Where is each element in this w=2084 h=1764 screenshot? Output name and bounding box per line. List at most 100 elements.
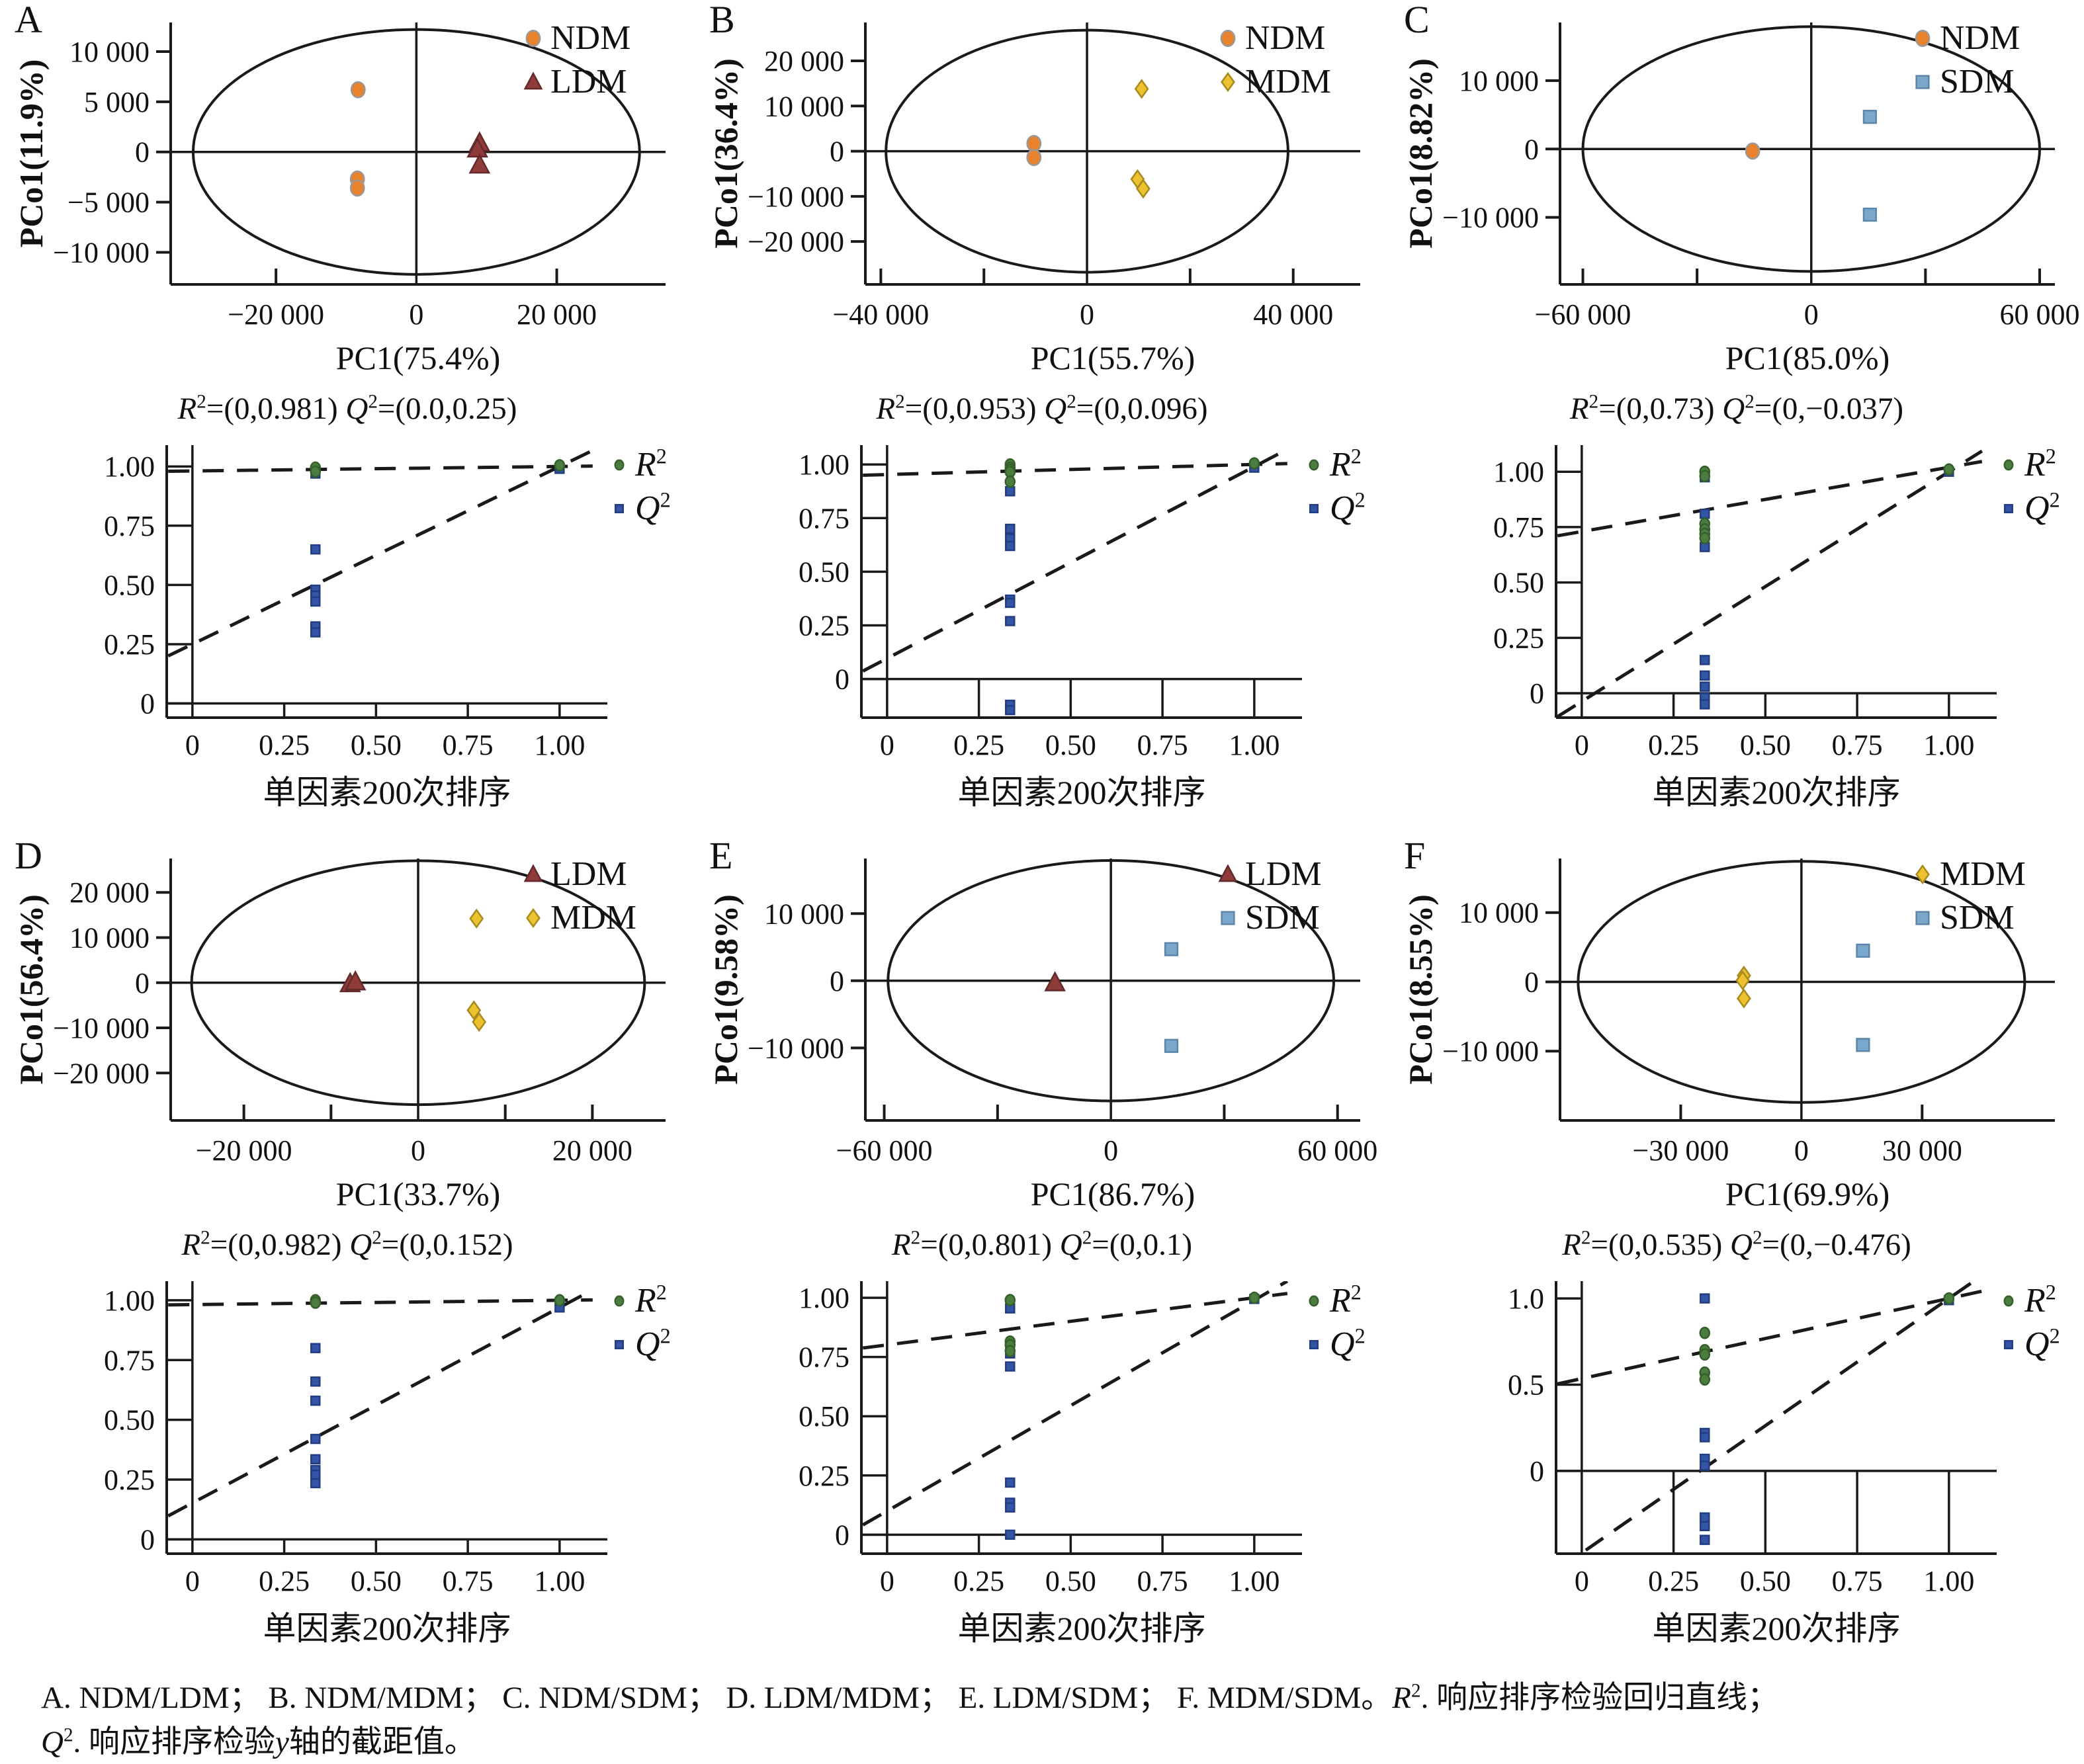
q2-points <box>1700 1293 1954 1545</box>
y-tick-label: 0.75 <box>799 502 849 534</box>
pcoa-wrap: 10 000 5 000 0 −5 000 −10 000 −20 000 0 20 000 P… <box>0 0 695 391</box>
y-tick-label: 10 000 <box>764 90 844 122</box>
legend-label: Q2 <box>2024 487 2060 527</box>
x-tick-label: 0.50 <box>1740 729 1791 761</box>
perm-plot-A: 1.00 0.75 0.50 0.25 00 0.25 0.50 0.75 1.00 单因素200… <box>104 445 607 811</box>
q2-points <box>310 1302 565 1489</box>
x-tick-label: −60 000 <box>836 1134 933 1167</box>
pcoa-plot-B: 20 000 10 000 0 −10 000 −20 000 −40 000 0 40 00… <box>707 22 1360 376</box>
perm-legend: R2 Q2 <box>1998 442 2060 530</box>
legend-label: Q2 <box>1330 487 1366 527</box>
x-tick-label: 0 <box>1575 729 1589 761</box>
q2-regression-line <box>1577 1281 1977 1554</box>
diamond-marker-icon <box>526 907 541 929</box>
perm-wrap: 1.00 0.75 0.50 0.25 0 0 0.25 0.50 0.75 1.00 单因素200… <box>1389 429 2084 836</box>
legend-label: SDM <box>1940 898 2015 937</box>
x-tick-label: −60 000 <box>1535 298 1631 331</box>
series-SDM <box>1862 110 1877 222</box>
legend-item-R2: R2 <box>609 1279 671 1322</box>
x-tick-label: 0 <box>880 729 894 761</box>
y-tick-label: −10 000 <box>748 181 844 213</box>
legend-item-Q2: Q2 <box>1998 1322 2060 1366</box>
pcoa-legend: NDM MDM <box>1216 16 1331 103</box>
y-tick-label: 0.50 <box>1493 567 1544 599</box>
x-axis-label: PC1(33.7%) <box>336 1175 501 1212</box>
y-tick-label: 0.25 <box>104 1464 155 1496</box>
legend-label: MDM <box>1245 62 1332 101</box>
triangle-marker-icon <box>523 71 543 90</box>
x-tick-label: 0 <box>409 298 423 331</box>
x-tick-label: 60 000 <box>1999 298 2079 331</box>
x-tick-label: 0.25 <box>259 1565 310 1597</box>
legend-label: R2 <box>1330 444 1362 483</box>
figure-caption: A. NDM/LDM； B. NDM/MDM； C. NDM/SDM； D. L… <box>0 1672 2084 1764</box>
y-tick-label: 1.00 <box>104 1284 155 1317</box>
perm-legend: R2 Q2 <box>609 442 671 530</box>
y-tick-label: −10 000 <box>53 1012 150 1044</box>
legend-item-LDM: LDM <box>521 852 636 896</box>
series-LDM <box>1044 971 1066 991</box>
r2-regression-line <box>863 462 1287 477</box>
q2-points <box>310 464 565 638</box>
x-tick-label: −40 000 <box>832 298 929 331</box>
x-tick-label: 0.50 <box>351 1565 402 1597</box>
legend-label: NDM <box>550 19 631 57</box>
y-tick-label: 0.25 <box>799 1460 849 1492</box>
y-tick-label: 0.25 <box>799 610 849 642</box>
legend-item-R2: R2 <box>1998 442 2060 486</box>
panel-D: D 20 000 10 000 0 −10 000 −20 000 −20 000 0 20 0… <box>0 836 695 1672</box>
y-tick-label: 0.5 <box>1508 1368 1544 1401</box>
legend-item-R2: R2 <box>609 442 671 486</box>
y-tick-label: 0 <box>1524 133 1539 165</box>
y-tick-label: 1.0 <box>1508 1282 1544 1315</box>
y-tick-label: 0 <box>135 136 150 169</box>
series-MDM <box>1130 79 1151 199</box>
y-tick-label: 10 000 <box>1459 65 1539 97</box>
y-tick-label: 0 <box>140 1523 155 1556</box>
y-tick-label: 0.75 <box>799 1341 849 1374</box>
x-tick-label: 0 <box>411 1134 425 1167</box>
y-tick-label: 0 <box>135 967 150 999</box>
pcoa-wrap: 10 000 0 −10 000 −60 000 0 60 000 PC1(86.7%) PC… <box>695 836 1389 1227</box>
x-tick-label: 30 000 <box>1882 1134 1962 1167</box>
y-tick-label: 0 <box>830 965 844 997</box>
x-tick-label: 0.75 <box>1832 729 1883 761</box>
square-marker-icon <box>1915 911 1930 925</box>
legend-label: Q2 <box>635 487 671 527</box>
y-axis-label: PCo1(11.9%) <box>13 60 50 248</box>
perm-plot-E: 1.00 0.75 0.50 0.25 00 0.25 0.50 0.75 1.00 单因素200… <box>799 1281 1302 1647</box>
legend-item-SDM: SDM <box>1911 60 2020 103</box>
legend-item-Q2: Q2 <box>609 486 671 530</box>
square-marker-icon <box>1309 503 1319 514</box>
legend-item-NDM: NDM <box>1216 16 1331 60</box>
q2-points <box>1005 462 1260 716</box>
y-tick-label: 0.75 <box>104 1344 155 1376</box>
pcoa-legend: LDM MDM <box>521 852 636 939</box>
x-tick-label: 20 000 <box>517 298 597 331</box>
x-tick-label: 0 <box>1575 1565 1589 1597</box>
triangle-marker-icon <box>1218 864 1238 882</box>
perm-plot-B: 1.00 0.75 0.50 0.25 0 0 0.25 0.50 0.75 1.00 单因素200… <box>799 445 1302 811</box>
y-tick-label: 10 000 <box>69 36 150 68</box>
triangle-marker-icon <box>523 864 543 882</box>
square-marker-icon <box>1309 1339 1319 1350</box>
series-MDM <box>1735 965 1751 1009</box>
series-SDM <box>1856 943 1870 1052</box>
legend-label: LDM <box>1245 855 1322 893</box>
x-tick-label: −30 000 <box>1633 1134 1729 1167</box>
x-axis-label: 单因素200次排序 <box>958 1610 1206 1647</box>
x-axis-label: 单因素200次排序 <box>1653 774 1901 811</box>
y-tick-label: 0 <box>1524 966 1539 998</box>
series-NDM <box>349 81 366 197</box>
r2-regression-line <box>168 464 593 473</box>
y-tick-label: 0.75 <box>1493 511 1544 544</box>
perm-wrap: 1.0 0.5 0 0 0.25 0.50 0.75 1.00 单因素200次排序 R2 Q2 <box>1389 1265 2084 1672</box>
pcoa-plot-E: 10 000 0 −10 000 −60 000 0 60 000 PC1(86.7%) PC… <box>707 859 1377 1212</box>
square-marker-icon <box>1915 75 1930 89</box>
confidence-ellipse <box>885 28 1289 274</box>
y-tick-label: 0 <box>140 688 155 720</box>
pcoa-plot-F: 10 000 0 −10 000 −30 000 0 30 000 PC1(69.9%) PC… <box>1402 859 2055 1212</box>
y-axis-label: PCo1(36.4%) <box>707 58 744 248</box>
pcoa-wrap: 20 000 10 000 0 −10 000 −20 000 −20 000 0 20 00… <box>0 836 695 1227</box>
